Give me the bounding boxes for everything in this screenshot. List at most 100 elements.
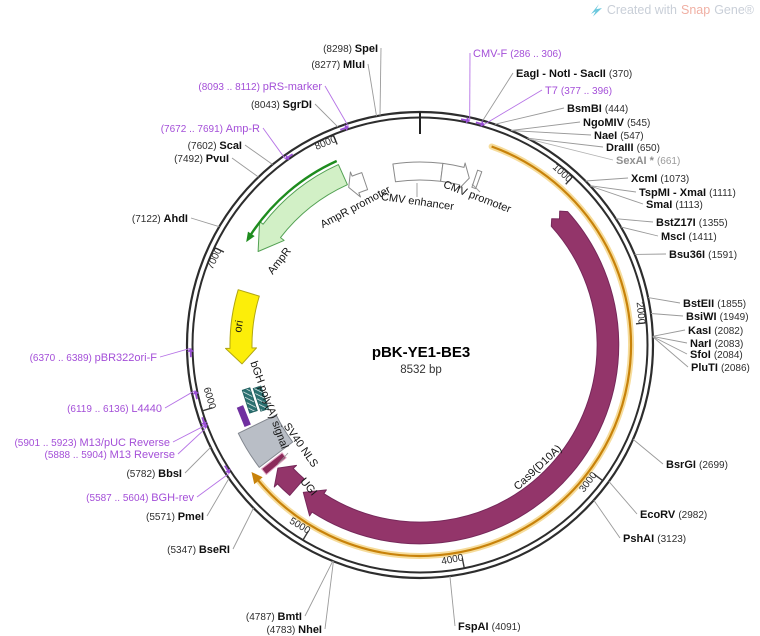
site-label-bsu36i: Bsu36I (1591) xyxy=(669,249,737,261)
feature-label-line-cmv-promoter xyxy=(471,183,481,193)
primer-glyph-arrow-m13-reverse xyxy=(201,423,209,429)
site-line-bmti xyxy=(304,560,334,617)
site-label-bsrgi: BsrGI (2699) xyxy=(666,459,728,471)
feature-label-ampr: AmpR xyxy=(265,245,293,277)
site-label-kasi: KasI (2082) xyxy=(688,325,743,337)
site-label-sexai: SexAI * (661) xyxy=(616,155,680,167)
site-label-scai: (7602) ScaI xyxy=(188,140,242,152)
tick-label-3000: 3000 xyxy=(577,470,599,495)
site-line-pluti xyxy=(652,336,689,368)
site-line-tspmi-xmai xyxy=(590,185,637,193)
orf-arc-arrowhead xyxy=(251,471,263,485)
site-label-naei: NaeI (547) xyxy=(594,130,644,142)
site-label-pbr322ori-f: (6370 .. 6389) pBR322ori-F xyxy=(30,352,158,364)
site-line-bbsi xyxy=(184,446,211,474)
site-label-amp-r: (7672 .. 7691) Amp-R xyxy=(161,123,260,135)
feature-label-cmv-enhancer: CMV enhancer xyxy=(380,191,455,213)
site-line-bstz17i xyxy=(615,218,654,223)
site-line-pvui xyxy=(231,157,259,178)
site-label-m13-puc-reverse: (5901 .. 5923) M13/pUC Reverse xyxy=(14,437,170,449)
site-label-nhei: (4783) NheI xyxy=(266,624,322,636)
feature-ampr-gene-line-arrowhead xyxy=(246,231,255,243)
site-line-sexai xyxy=(528,138,614,161)
site-label-bsiwi: BsiWI (1949) xyxy=(686,311,749,323)
feature-ugi xyxy=(273,464,305,496)
site-line-bsiwi xyxy=(650,313,684,317)
feature-sv40-nls xyxy=(261,452,287,475)
feature-ampr-gene-line xyxy=(249,159,338,236)
site-label-smai: SmaI (1113) xyxy=(646,199,703,211)
primer-glyphs xyxy=(187,116,485,474)
site-label-pshai: PshAI (3123) xyxy=(623,533,686,545)
site-label-ahdi: (7122) AhdI xyxy=(132,213,188,225)
site-line-pshai xyxy=(593,499,621,539)
tick-5000 xyxy=(302,530,309,540)
site-label-bsteii: BstEII (1855) xyxy=(683,298,746,310)
orf-indicator-arc xyxy=(251,143,634,559)
primer-glyph-arrow-bgh-rev xyxy=(224,468,231,474)
feature-cmv-enhancer xyxy=(392,161,444,183)
feature-ori xyxy=(225,289,260,365)
site-label-bbsi: (5782) BbsI xyxy=(126,468,182,480)
site-label-spei: (8298) SpeI xyxy=(323,43,378,55)
site-line-nari xyxy=(652,335,688,344)
site-line-draiii xyxy=(527,137,604,148)
site-line-pbr322ori-f xyxy=(159,347,191,358)
feature-shapes xyxy=(225,159,620,545)
site-label-l4440: (6119 .. 6136) L4440 xyxy=(67,403,162,415)
site-label-msci: MscI (1411) xyxy=(661,231,717,243)
feature-ampr-promoter xyxy=(348,171,369,198)
tick-label-2000: 2000 xyxy=(634,302,647,326)
site-line-nhei xyxy=(324,561,334,630)
primer-glyph-arrow-prs-marker xyxy=(344,124,349,132)
site-line-bsrgi xyxy=(632,438,664,465)
site-line-ahdi xyxy=(190,217,220,228)
tick-label-4000: 4000 xyxy=(440,552,464,567)
site-label-ecorv: EcoRV (2982) xyxy=(640,509,707,521)
site-line-fspai xyxy=(449,576,456,627)
site-label-fspai: FspAI (4091) xyxy=(458,621,521,633)
site-line-naei xyxy=(511,130,592,136)
site-line-bseri xyxy=(232,507,254,550)
plasmid-backbone-ring xyxy=(185,110,655,580)
mark-m13-puc-mark-2 xyxy=(241,387,258,414)
site-line-scai xyxy=(244,144,273,165)
site-label-bsmbi: BsmBI (444) xyxy=(567,103,628,115)
site-line-m13-puc-reverse xyxy=(172,425,205,443)
site-line-bgh-rev xyxy=(196,473,230,498)
site-line-pmei xyxy=(206,478,230,517)
watermark-prefix: Created with xyxy=(606,3,677,17)
site-line-amp-r xyxy=(262,127,286,159)
site-line-eagi-noti-sacii xyxy=(482,72,514,121)
primer-glyph-arrow-cmv-f xyxy=(465,116,470,124)
site-line-bsteii xyxy=(648,297,681,304)
feature-ampr xyxy=(257,164,348,252)
plasmid-title: pBK-YE1-BE3 xyxy=(372,344,470,361)
feature-label-ori: ori xyxy=(232,319,246,333)
site-labels: CMV-F (286 .. 306) EagI - NotI - SacII (3… xyxy=(14,43,749,636)
tick-1000 xyxy=(565,176,573,185)
site-label-ngomiv: NgoMIV (545) xyxy=(583,117,650,129)
site-label-sgrdi: (8043) SgrDI xyxy=(251,99,312,111)
site-label-pluti: PluTI (2086) xyxy=(691,362,750,374)
site-label-tspmi-xmai: TspMI - XmaI (1111) xyxy=(639,187,736,199)
site-label-bstz17i: BstZ17I (1355) xyxy=(656,217,728,229)
site-label-m13-reverse: (5888 .. 5904) M13 Reverse xyxy=(45,449,175,461)
site-line-m13-reverse xyxy=(177,427,206,455)
site-label-nari: NarI (2083) xyxy=(690,338,743,350)
site-line-spei xyxy=(379,47,382,116)
site-label-t7: T7 (377 .. 396) xyxy=(545,85,612,97)
site-label-mlui: (8277) MluI xyxy=(311,59,365,71)
site-label-bseri: (5347) BseRI xyxy=(167,544,230,556)
feature-label-line-sv40-nls xyxy=(277,452,289,465)
site-line-smai xyxy=(590,185,644,205)
feature-t7-sliver xyxy=(471,169,483,190)
mark-m13-puc-mark-1 xyxy=(252,385,269,412)
site-line-ngomiv xyxy=(510,121,581,131)
site-label-cmv-f: CMV-F (286 .. 306) xyxy=(473,48,561,60)
site-label-eagi-noti-sacii: EagI - NotI - SacII (370) xyxy=(516,68,632,80)
tick-label-5000: 5000 xyxy=(287,516,312,537)
site-line-sfoi xyxy=(652,336,688,355)
primer-glyph-arrow-pbr322ori-f xyxy=(187,348,195,352)
